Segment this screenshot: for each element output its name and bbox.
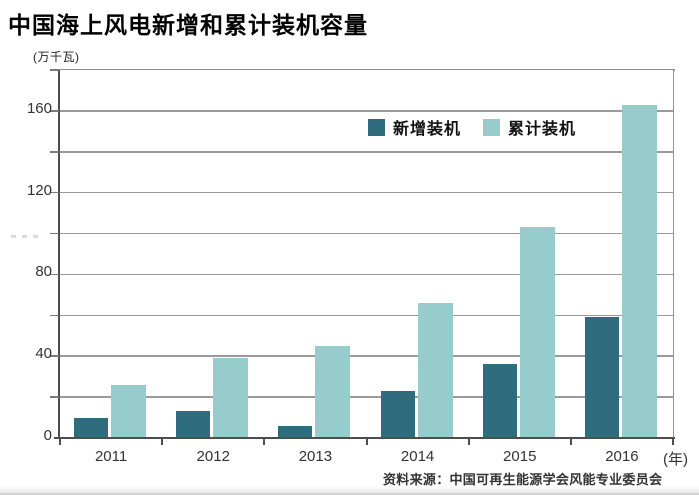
y-tick-80 <box>50 273 59 276</box>
x-tick <box>365 439 368 445</box>
gridline-160 <box>60 110 673 112</box>
plot-area <box>60 70 673 438</box>
bar-new-2014 <box>380 390 415 438</box>
bar-cumulative-2012 <box>213 358 249 438</box>
plot-right-border <box>672 70 674 438</box>
x-label-2016: 2016 <box>605 448 639 465</box>
y-tick-140 <box>50 151 59 153</box>
legend-swatch-new-installed <box>368 118 385 136</box>
y-tick-40 <box>50 355 59 357</box>
legend-item-cumulative: 累计装机 <box>483 115 576 139</box>
y-axis-unit-label: (万千瓦) <box>33 50 80 64</box>
gridline-140 <box>60 151 673 153</box>
bottom-edge-strip <box>0 486 699 495</box>
bar-new-2012 <box>176 411 211 438</box>
gridline-80 <box>60 273 673 276</box>
bar-new-2016 <box>584 317 619 438</box>
bar-cumulative-2014 <box>417 303 453 438</box>
bar-new-2015 <box>482 364 517 438</box>
y-tick-label: 120 <box>26 181 52 199</box>
bar-cumulative-2013 <box>315 346 351 438</box>
gridline-40 <box>60 355 673 357</box>
x-label-2015: 2015 <box>503 448 537 465</box>
y-tick-20 <box>50 396 59 398</box>
x-label-2013: 2013 <box>298 448 333 465</box>
y-tick-label: 40 <box>35 345 52 363</box>
legend: 新增装机 累计装机 <box>368 115 576 139</box>
legend-label: 累计装机 <box>508 121 577 138</box>
x-tick <box>263 439 266 445</box>
x-tick <box>59 439 61 445</box>
bar-cumulative-2015 <box>519 227 555 438</box>
legend-swatch-cumulative <box>483 118 501 136</box>
bar-new-2011 <box>74 417 108 438</box>
chart-title: 中国海上风电新增和累计装机容量 <box>8 12 368 38</box>
source-note: 资料来源：中国可再生能源学会风能专业委员会 <box>383 472 663 487</box>
y-tick-60 <box>50 314 59 317</box>
x-label-2014: 2014 <box>400 448 435 465</box>
gridline-20 <box>60 396 673 398</box>
x-label-2012: 2012 <box>196 448 230 465</box>
y-tick-label: 80 <box>35 263 52 281</box>
y-tick-180 <box>50 69 59 71</box>
legend-label: 新增装机 <box>393 121 462 138</box>
x-tick <box>161 439 164 445</box>
x-label-2011: 2011 <box>94 448 128 465</box>
legend-item-new-installed: 新增装机 <box>368 115 461 139</box>
bar-cumulative-2016 <box>621 104 657 438</box>
bar-cumulative-2011 <box>111 384 146 438</box>
x-tick <box>467 439 470 445</box>
gridline-120 <box>60 191 673 194</box>
x-axis-unit-label: (年) <box>663 451 688 468</box>
bar-new-2013 <box>278 425 313 438</box>
y-tick-160 <box>50 110 59 112</box>
x-tick <box>672 439 674 445</box>
y-axis-line <box>58 70 60 439</box>
y-tick-100 <box>50 232 59 235</box>
y-tick-label: 160 <box>26 99 52 117</box>
gridline-100 <box>60 232 673 235</box>
y-tick-label: 0 <box>43 427 52 444</box>
y-tick-120 <box>50 191 59 194</box>
scan-artifact <box>11 235 39 238</box>
x-axis-line <box>54 437 675 439</box>
x-tick <box>569 439 572 445</box>
gridline-60 <box>60 314 673 317</box>
